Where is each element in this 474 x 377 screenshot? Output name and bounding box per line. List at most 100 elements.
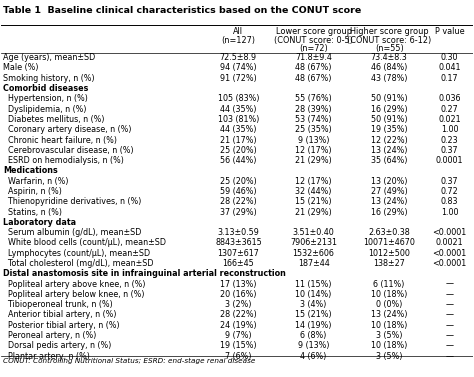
Text: 12 (17%): 12 (17%) (295, 146, 332, 155)
Text: Table 1  Baseline clinical characteristics based on the CONUT score: Table 1 Baseline clinical characteristic… (3, 6, 361, 15)
Text: 10 (18%): 10 (18%) (371, 321, 407, 330)
Text: 50 (91%): 50 (91%) (371, 94, 408, 103)
Text: Plantar artery, n (%): Plantar artery, n (%) (3, 352, 90, 361)
Text: Cerebrovascular disease, n (%): Cerebrovascular disease, n (%) (3, 146, 134, 155)
Text: (CONUT score: 6-12): (CONUT score: 6-12) (347, 35, 431, 44)
Text: 0.27: 0.27 (441, 105, 458, 113)
Text: 16 (29%): 16 (29%) (371, 208, 408, 216)
Text: Dorsal pedis artery, n (%): Dorsal pedis artery, n (%) (3, 341, 111, 350)
Text: 8843±3615: 8843±3615 (215, 238, 262, 247)
Text: 71.8±9.4: 71.8±9.4 (295, 53, 332, 62)
Text: 48 (67%): 48 (67%) (295, 63, 332, 72)
Text: 0.37: 0.37 (441, 177, 458, 186)
Text: <0.0001: <0.0001 (433, 228, 467, 237)
Text: 0.036: 0.036 (438, 94, 461, 103)
Text: 1307±617: 1307±617 (218, 249, 259, 258)
Text: 28 (39%): 28 (39%) (295, 105, 332, 113)
Text: 43 (78%): 43 (78%) (371, 74, 408, 83)
Text: 12 (17%): 12 (17%) (295, 177, 332, 186)
Text: 9 (13%): 9 (13%) (298, 341, 329, 350)
Text: CONUT: Controlling Nutritional Status; ESRD: end-stage renal disease: CONUT: Controlling Nutritional Status; E… (3, 357, 255, 364)
Text: 10071±4670: 10071±4670 (363, 238, 415, 247)
Text: Hypertension, n (%): Hypertension, n (%) (3, 94, 88, 103)
Text: Medications: Medications (3, 166, 58, 175)
Text: 50 (91%): 50 (91%) (371, 115, 408, 124)
Text: Age (years), mean±SD: Age (years), mean±SD (3, 53, 95, 62)
Text: —: — (446, 341, 454, 350)
Text: Male (%): Male (%) (3, 63, 38, 72)
Text: 10 (14%): 10 (14%) (295, 290, 332, 299)
Text: <0.0001: <0.0001 (433, 249, 467, 258)
Text: 12 (22%): 12 (22%) (371, 135, 408, 144)
Text: 7906±2131: 7906±2131 (290, 238, 337, 247)
Text: 0.23: 0.23 (441, 135, 458, 144)
Text: 138±27: 138±27 (373, 259, 405, 268)
Text: 35 (64%): 35 (64%) (371, 156, 408, 165)
Text: 3 (2%): 3 (2%) (225, 300, 252, 309)
Text: 0.83: 0.83 (441, 197, 458, 206)
Text: Thienopyridine derivatives, n (%): Thienopyridine derivatives, n (%) (3, 197, 141, 206)
Text: 13 (24%): 13 (24%) (371, 311, 408, 319)
Text: 0.17: 0.17 (441, 74, 458, 83)
Text: 16 (29%): 16 (29%) (371, 105, 408, 113)
Text: 105 (83%): 105 (83%) (218, 94, 259, 103)
Text: 24 (19%): 24 (19%) (220, 321, 257, 330)
Text: —: — (446, 311, 454, 319)
Text: 103 (81%): 103 (81%) (218, 115, 259, 124)
Text: 56 (44%): 56 (44%) (220, 156, 256, 165)
Text: 10 (18%): 10 (18%) (371, 341, 407, 350)
Text: 1012±500: 1012±500 (368, 249, 410, 258)
Text: 15 (21%): 15 (21%) (295, 311, 332, 319)
Text: 21 (29%): 21 (29%) (295, 156, 332, 165)
Text: 27 (49%): 27 (49%) (371, 187, 408, 196)
Text: 32 (44%): 32 (44%) (295, 187, 332, 196)
Text: 48 (67%): 48 (67%) (295, 74, 332, 83)
Text: 7 (6%): 7 (6%) (225, 352, 252, 361)
Text: Anterior tibial artery, n (%): Anterior tibial artery, n (%) (3, 311, 117, 319)
Text: ESRD on hemodialysis, n (%): ESRD on hemodialysis, n (%) (3, 156, 124, 165)
Text: 17 (13%): 17 (13%) (220, 280, 256, 288)
Text: 11 (15%): 11 (15%) (295, 280, 332, 288)
Text: 19 (15%): 19 (15%) (220, 341, 257, 350)
Text: 20 (16%): 20 (16%) (220, 290, 256, 299)
Text: 14 (19%): 14 (19%) (295, 321, 332, 330)
Text: Lymphocytes (count/μL), mean±SD: Lymphocytes (count/μL), mean±SD (3, 249, 150, 258)
Text: Warfarin, n (%): Warfarin, n (%) (3, 177, 69, 186)
Text: 44 (35%): 44 (35%) (220, 125, 256, 134)
Text: 3.51±0.40: 3.51±0.40 (292, 228, 335, 237)
Text: 55 (76%): 55 (76%) (295, 94, 332, 103)
Text: 0.0001: 0.0001 (436, 156, 464, 165)
Text: 25 (20%): 25 (20%) (220, 146, 257, 155)
Text: 46 (84%): 46 (84%) (371, 63, 407, 72)
Text: 0.0021: 0.0021 (436, 238, 464, 247)
Text: White blood cells (count/μL), mean±SD: White blood cells (count/μL), mean±SD (3, 238, 166, 247)
Text: 28 (22%): 28 (22%) (220, 197, 257, 206)
Text: —: — (446, 352, 454, 361)
Text: 187±44: 187±44 (298, 259, 329, 268)
Text: 0.30: 0.30 (441, 53, 458, 62)
Text: <0.0001: <0.0001 (433, 259, 467, 268)
Text: Aspirin, n (%): Aspirin, n (%) (3, 187, 62, 196)
Text: 3 (4%): 3 (4%) (301, 300, 327, 309)
Text: 25 (20%): 25 (20%) (220, 177, 257, 186)
Text: 6 (11%): 6 (11%) (374, 280, 405, 288)
Text: 37 (29%): 37 (29%) (220, 208, 257, 216)
Text: 13 (24%): 13 (24%) (371, 146, 408, 155)
Text: Peroneal artery, n (%): Peroneal artery, n (%) (3, 331, 96, 340)
Text: 13 (24%): 13 (24%) (371, 197, 408, 206)
Text: 53 (74%): 53 (74%) (295, 115, 332, 124)
Text: Distal anastomosis site in infrainguinal arterial reconstruction: Distal anastomosis site in infrainguinal… (3, 269, 286, 278)
Text: (n=72): (n=72) (299, 44, 328, 53)
Text: 3 (5%): 3 (5%) (376, 331, 402, 340)
Text: (n=127): (n=127) (221, 35, 255, 44)
Text: Higher score group: Higher score group (350, 27, 428, 36)
Text: P value: P value (435, 27, 465, 36)
Text: 9 (7%): 9 (7%) (225, 331, 252, 340)
Text: 91 (72%): 91 (72%) (220, 74, 257, 83)
Text: 1532±606: 1532±606 (292, 249, 335, 258)
Text: 21 (29%): 21 (29%) (295, 208, 332, 216)
Text: Total cholesterol (mg/dL), mean±SD: Total cholesterol (mg/dL), mean±SD (3, 259, 154, 268)
Text: 2.63±0.38: 2.63±0.38 (368, 228, 410, 237)
Text: 6 (8%): 6 (8%) (301, 331, 327, 340)
Text: Serum albumin (g/dL), mean±SD: Serum albumin (g/dL), mean±SD (3, 228, 141, 237)
